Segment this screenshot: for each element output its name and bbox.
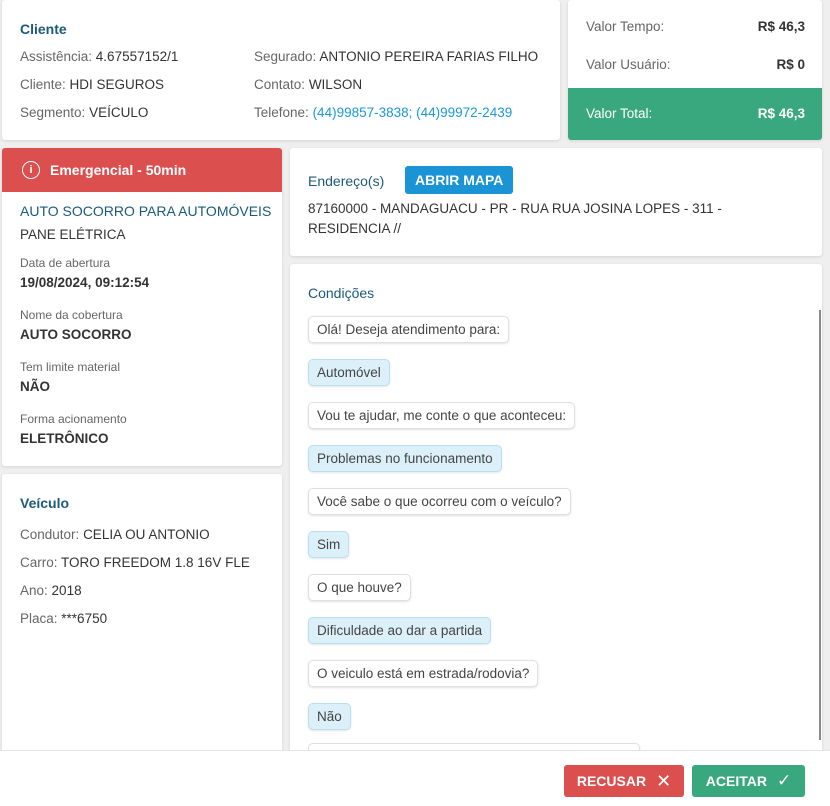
chat-message-bot: O que houve? — [308, 574, 411, 601]
endereco-card: Endereço(s) ABRIR MAPA 87160000 - MANDAG… — [290, 148, 822, 256]
valor-total-label: Valor Total: — [586, 106, 653, 121]
veiculo-title: Veículo — [20, 495, 70, 511]
cliente-title: Cliente — [20, 21, 67, 37]
valor-tempo: R$ 46,3 — [757, 19, 805, 34]
chat-message-bot: Vou te ajudar, me conte o que aconteceu: — [308, 402, 576, 429]
condicoes-card: Condições Olá! Deseja atendimento para: A… — [290, 264, 822, 764]
condicoes-title: Condições — [308, 285, 375, 301]
chat-message-user: Problemas no funcionamento — [308, 445, 502, 472]
chat-message-bot: Olá! Deseja atendimento para: — [308, 316, 510, 343]
condutor: Condutor: CELIA OU ANTONIO — [20, 527, 210, 542]
carro: Carro: TORO FREEDOM 1.8 16V FLE — [20, 555, 250, 570]
cobertura-value: AUTO SOCORRO — [20, 327, 132, 342]
valor-usuario-label: Valor Usuário: — [586, 57, 671, 72]
telefone-link[interactable]: (44)99857-3838; (44)99972-2439 — [312, 105, 513, 120]
emergencial-badge: i Emergencial - 50min — [2, 148, 282, 192]
valor-tempo-label: Valor Tempo: — [586, 19, 665, 34]
telefone: Telefone: (44)99857-3838; (44)99972-2439 — [254, 105, 513, 120]
valor-total-bar: Valor Total: R$ 46,3 — [568, 88, 822, 140]
emergencial-text: Emergencial - 50min — [50, 162, 187, 178]
chat-message-user: Dificuldade ao dar a partida — [308, 617, 492, 644]
scrollbar[interactable] — [819, 310, 821, 740]
limite-label: Tem limite material — [20, 360, 121, 374]
limite-value: NÃO — [20, 379, 50, 394]
valor-usuario: R$ 0 — [776, 57, 805, 72]
chat-message-bot: Você sabe o que ocorreu com o veículo? — [308, 488, 571, 515]
cobertura-label: Nome da cobertura — [20, 308, 123, 322]
servico-problema: PANE ELÉTRICA — [20, 227, 126, 242]
valor-total: R$ 46,3 — [757, 106, 805, 121]
abrir-mapa-button[interactable]: ABRIR MAPA — [405, 166, 514, 194]
acionamento-value: ELETRÔNICO — [20, 431, 109, 446]
servico-card: i Emergencial - 50min AUTO SOCORRO PARA … — [2, 148, 282, 466]
contato: Contato: WILSON — [254, 77, 363, 92]
endereco-line2: RESIDENCIA // — [308, 221, 402, 236]
servico-nome: AUTO SOCORRO PARA AUTOMÓVEIS — [20, 203, 272, 219]
aceitar-button[interactable]: ACEITAR ✓ — [692, 765, 805, 797]
segmento: Segmento: VEÍCULO — [20, 105, 149, 120]
veiculo-card: Veículo Condutor: CELIA OU ANTONIO Carro… — [2, 474, 282, 764]
valores-card: Valor Tempo: R$ 46,3 Valor Usuário: R$ 0… — [568, 0, 822, 140]
chat-message-user: Sim — [308, 531, 350, 558]
check-icon: ✓ — [776, 771, 792, 790]
endereco-line1: 87160000 - MANDAGUACU - PR - RUA RUA JOS… — [308, 201, 722, 216]
info-icon: i — [22, 161, 40, 179]
placa: Placa: ***6750 — [20, 611, 108, 626]
footer-bar — [0, 750, 830, 806]
chat-message-user: Não — [308, 703, 351, 730]
close-icon: ✕ — [656, 770, 672, 791]
endereco-title: Endereço(s) — [308, 173, 385, 189]
segurado: Segurado: ANTONIO PEREIRA FARIAS FILHO — [254, 49, 539, 64]
cliente-nome: Cliente: HDI SEGUROS — [20, 77, 165, 92]
chat-message-user: Automóvel — [308, 359, 390, 386]
abertura-label: Data de abertura — [20, 256, 111, 270]
cliente-card: Cliente Assistência: 4.67557152/1 Client… — [2, 0, 560, 140]
abertura-value: 19/08/2024, 09:12:54 — [20, 275, 150, 290]
acionamento-label: Forma acionamento — [20, 412, 127, 426]
recusar-button[interactable]: RECUSAR ✕ — [564, 765, 684, 797]
ano: Ano: 2018 — [20, 583, 82, 598]
chat-message-bot: O veiculo está em estrada/rodovia? — [308, 660, 539, 687]
assistencia: Assistência: 4.67557152/1 — [20, 49, 179, 64]
